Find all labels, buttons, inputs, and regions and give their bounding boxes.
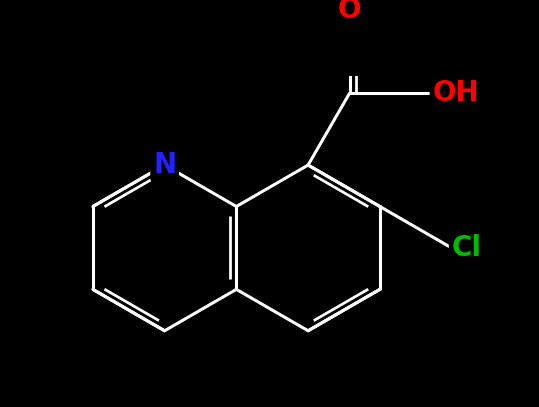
Text: N: N: [153, 151, 176, 179]
Text: O: O: [338, 0, 361, 24]
Text: OH: OH: [432, 79, 479, 107]
Text: Cl: Cl: [452, 234, 482, 262]
